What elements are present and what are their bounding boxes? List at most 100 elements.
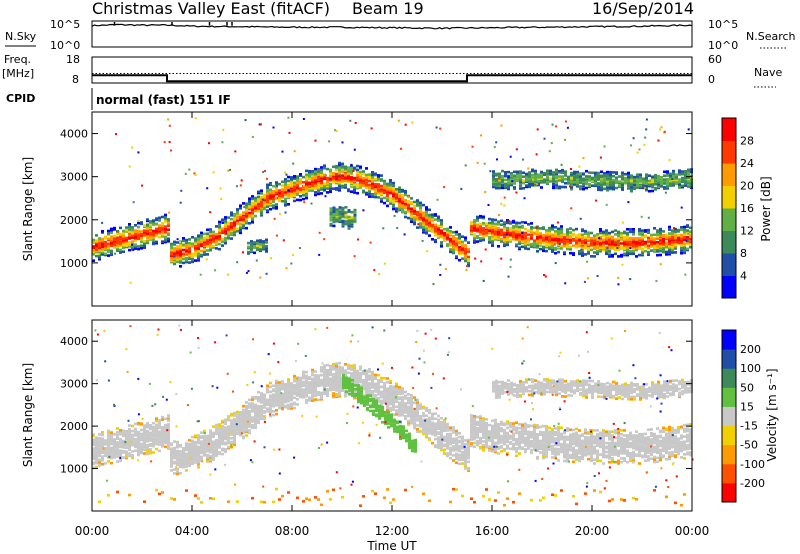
heat-cell: [503, 231, 506, 235]
heat-cell: [254, 214, 257, 218]
heat-cell: [545, 236, 548, 240]
heat-cell: [413, 204, 416, 208]
heat-cell: [149, 443, 152, 446]
heat-cell: [650, 237, 653, 241]
heat-noise: [460, 187, 463, 190]
heat-cell: [314, 167, 317, 171]
heat-cell: [605, 248, 608, 252]
heat-cell: [680, 249, 683, 252]
heat-noise: [629, 247, 632, 250]
heat-cell: [275, 409, 278, 412]
heat-cell: [335, 164, 338, 168]
heat-cell: [125, 446, 128, 450]
heat-cell: [587, 235, 590, 238]
heat-cell: [95, 234, 98, 237]
heat-cell: [575, 234, 578, 237]
heat-cell: [425, 206, 428, 209]
heat-cell: [495, 172, 498, 176]
heat-cell: [164, 445, 167, 449]
cpid-label: CPID: [6, 92, 35, 105]
heat-cell: [668, 237, 671, 240]
heat-cell: [265, 241, 268, 244]
heat-cell: [593, 234, 596, 237]
heat-cell: [206, 228, 209, 232]
heat-cell: [257, 404, 260, 408]
heat-cell: [674, 251, 677, 254]
heat-cell: [464, 249, 467, 252]
heat-cell: [398, 190, 401, 193]
heat-cell: [524, 221, 527, 224]
heat-cell: [341, 366, 344, 369]
heat-cell: [221, 227, 224, 231]
heat-cell: [455, 237, 458, 240]
heat-cell: [461, 240, 464, 244]
heat-cell: [654, 173, 657, 177]
heat-noise: [219, 187, 222, 190]
heat-cell: [257, 207, 260, 210]
heat-cell: [684, 170, 687, 173]
heat-cell: [146, 232, 149, 236]
heat-cell: [566, 245, 569, 248]
heat-noise: [403, 233, 406, 236]
heat-cell: [320, 174, 323, 177]
heat-noise: [660, 126, 663, 129]
heat-cell: [164, 423, 167, 427]
heat-cell: [527, 229, 530, 233]
heat-cell: [194, 461, 197, 464]
heat-noise: [97, 253, 100, 255]
heat-cell: [197, 454, 200, 458]
heat-cell: [636, 179, 639, 183]
heat-cell: [311, 368, 314, 372]
heat-cell: [338, 392, 341, 395]
heat-noise: [407, 196, 410, 199]
heat-cell: [407, 216, 410, 220]
heat-cell: [95, 436, 98, 439]
heat-cell: [567, 175, 570, 179]
heat-cell: [152, 219, 155, 222]
heat-cell: [281, 380, 284, 383]
heat-cell: [266, 398, 269, 402]
heat-cell: [260, 208, 263, 212]
heat-cell: [570, 171, 573, 175]
heat-cell: [644, 249, 647, 253]
heat-cell: [164, 230, 167, 234]
heat-noise: [617, 276, 620, 279]
heat-cell: [530, 233, 533, 237]
heat-cell: [317, 173, 320, 176]
heat-cell: [209, 248, 212, 252]
heat-cell: [104, 439, 107, 442]
heat-cell: [209, 429, 212, 432]
heat-cell: [341, 174, 344, 177]
heat-noise: [235, 185, 238, 188]
power-colorbar-tick: 8: [740, 247, 747, 260]
heat-cell: [209, 458, 212, 462]
heat-cell: [350, 367, 353, 370]
heat-cell: [356, 173, 359, 177]
heat-noise: [255, 259, 258, 262]
heat-cell: [245, 226, 248, 230]
heat-cell: [365, 389, 368, 393]
heat-cell: [377, 188, 380, 191]
heat-cell: [140, 445, 143, 448]
heat-noise: [464, 164, 467, 167]
heat-cell: [681, 184, 684, 188]
heat-cell: [392, 184, 395, 187]
heat-cell: [269, 191, 272, 194]
heat-cell: [488, 217, 491, 221]
heat-noise: [282, 239, 285, 242]
heat-cell: [527, 243, 530, 247]
heat-cell: [200, 234, 203, 237]
heat-cell: [197, 440, 200, 444]
heat-cell: [161, 425, 164, 429]
heat-cell: [149, 448, 152, 451]
heat-cell: [647, 228, 650, 232]
heat-cell: [536, 235, 539, 239]
heat-cell: [521, 235, 524, 238]
heat-cell: [224, 447, 227, 451]
heat-noise: [663, 130, 666, 133]
heat-cell: [368, 192, 371, 196]
heat-cell: [284, 390, 287, 394]
heat-cell: [284, 180, 287, 184]
heat-cell: [329, 188, 332, 191]
